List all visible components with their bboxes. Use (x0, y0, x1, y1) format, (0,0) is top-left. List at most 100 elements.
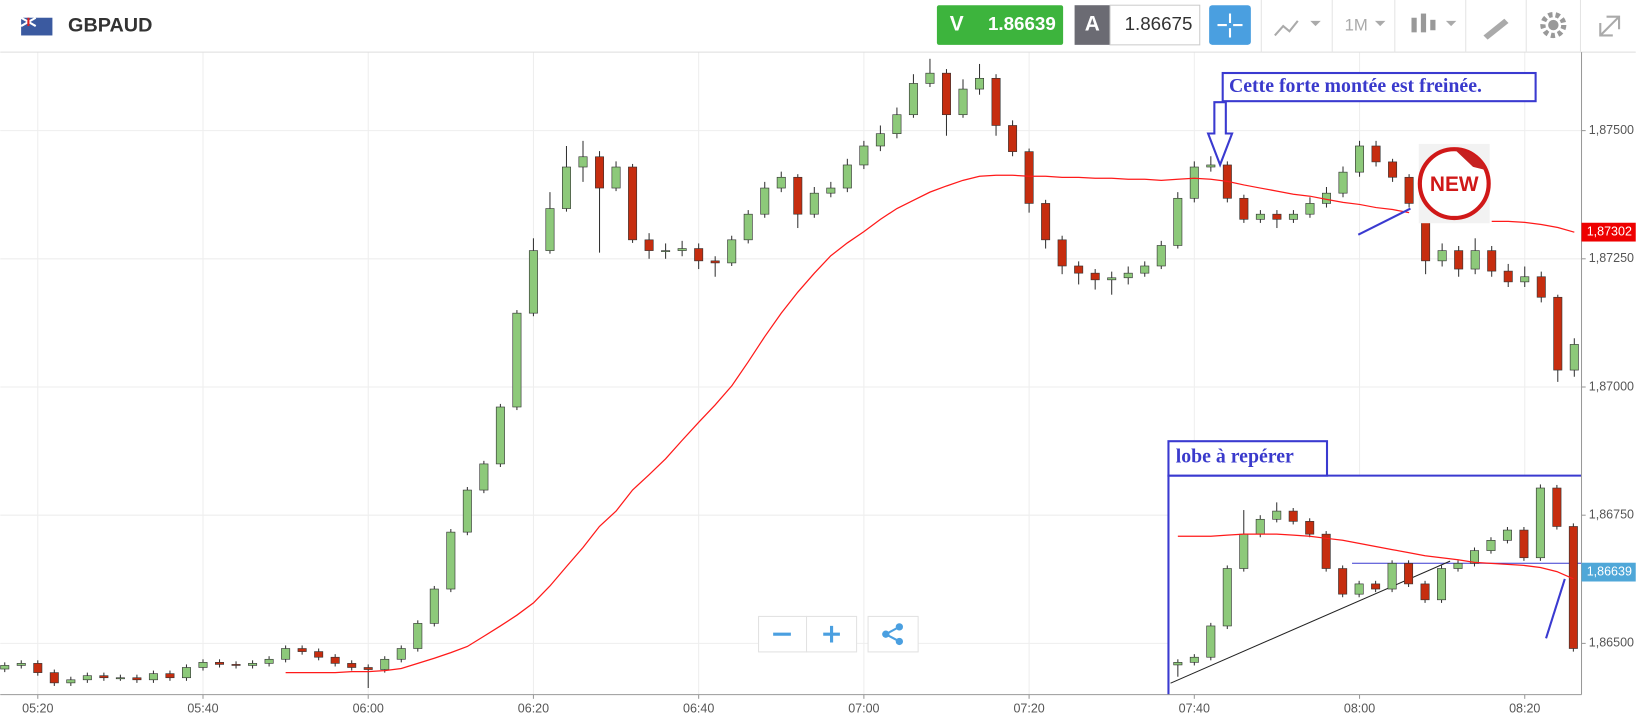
sell-button[interactable] (936, 5, 1064, 45)
candle-body (264, 658, 274, 664)
candle-body (1487, 250, 1497, 272)
dropdown-caret (1310, 20, 1321, 27)
candle-body (495, 406, 505, 465)
candle-body (1222, 568, 1232, 627)
chart-type-icon[interactable] (1274, 20, 1299, 37)
buy-field[interactable] (1109, 4, 1201, 46)
share-button[interactable] (867, 615, 919, 653)
candle-body (1437, 250, 1447, 262)
candle-body (1272, 213, 1282, 220)
candle-body (1553, 296, 1563, 371)
candle-body (1156, 245, 1166, 267)
candle-body (908, 83, 918, 116)
candle-body (578, 156, 588, 168)
candle-body (760, 187, 770, 215)
candle-body (99, 675, 109, 679)
candle-body (1140, 265, 1150, 274)
candle-body (281, 648, 291, 660)
zoom-controls (758, 615, 919, 653)
moving-average (1491, 220, 1575, 233)
current-value-label: 1,86639 (1587, 564, 1632, 578)
x-tick-label: 05:20 (22, 702, 53, 716)
x-tick-label: 07:40 (1179, 702, 1210, 716)
candle-body (1206, 164, 1216, 168)
candle-body (248, 663, 258, 666)
candle-body (1437, 568, 1447, 601)
candle-body (710, 260, 720, 264)
candle-body (1569, 344, 1579, 371)
buy-price: 1.86675 (1125, 13, 1193, 34)
timeframe[interactable]: 1M (1345, 15, 1368, 34)
candle-body (1568, 526, 1578, 649)
y-tick-label: 1,86500 (1589, 636, 1634, 650)
candle-body (396, 648, 406, 660)
separators (1260, 0, 1581, 53)
candle-body (132, 677, 142, 681)
candle-body (1189, 656, 1199, 663)
candle-body (875, 133, 885, 147)
header: GBPAUD V 1.86639 A 1.86675 1M (0, 0, 1636, 53)
candle-body (661, 250, 671, 252)
buy-button[interactable] (1074, 5, 1111, 45)
candle-body (743, 213, 753, 241)
candle-body (1239, 533, 1249, 569)
header-bg (0, 0, 1636, 53)
expand-icon[interactable] (1599, 15, 1621, 37)
candle-body (859, 145, 869, 166)
annotation-arrow (1206, 101, 1234, 168)
candle-body (165, 673, 175, 679)
pointer-line (1357, 207, 1411, 236)
candle-body (1255, 213, 1265, 220)
candle-body (1057, 239, 1067, 267)
candle-body (363, 667, 373, 670)
candle-body (1239, 197, 1249, 220)
candle-body (66, 679, 76, 684)
pointer-line (1545, 578, 1566, 639)
candle-body (1173, 197, 1183, 246)
candle-body (975, 77, 985, 90)
annotation-box (1221, 71, 1537, 103)
candle-body (198, 662, 208, 668)
y-tick-label: 1,87000 (1589, 379, 1634, 393)
buy-label: A (1085, 13, 1100, 36)
candle-body (826, 187, 836, 194)
x-tick-label: 05:40 (187, 702, 218, 716)
plot (0, 58, 1579, 688)
sell-price: 1.86639 (988, 13, 1056, 34)
candles-icon[interactable] (1411, 13, 1436, 33)
draw-icon[interactable] (1483, 18, 1509, 40)
candle-body (479, 463, 489, 491)
badge-peel (1454, 149, 1486, 171)
candle-body (644, 239, 654, 251)
badge-text: NEW (1430, 173, 1479, 196)
candle-body (1503, 270, 1513, 283)
candle-body (1338, 568, 1348, 595)
candle-body (1288, 510, 1298, 522)
candle-body (231, 664, 241, 666)
candle-body (842, 164, 852, 189)
candle-body (1404, 563, 1414, 585)
x-tick-label: 06:40 (683, 702, 714, 716)
last-value-tag (1581, 222, 1636, 242)
candle-body (809, 192, 819, 215)
candle-body (892, 114, 902, 134)
axis: 1,86500 1,86750 1,87000 1,87250 1,87500 05:20… (0, 52, 1636, 716)
candle-body (1024, 151, 1034, 204)
current-value-tag (1581, 562, 1636, 582)
candle-body (181, 667, 191, 679)
sell-label: V (950, 13, 964, 36)
candle-body (1454, 250, 1464, 270)
x-tick-label: 06:00 (353, 702, 384, 716)
candle-body (115, 677, 125, 680)
candle-body (330, 656, 340, 664)
settings-icon[interactable] (1540, 11, 1567, 39)
inset-title: lobe à repérer (1176, 445, 1294, 467)
candle-body (462, 489, 472, 533)
candle-body (148, 673, 158, 681)
candle-body (16, 663, 26, 666)
candle-body (1387, 563, 1397, 590)
crosshair-button[interactable] (1209, 5, 1251, 45)
candle-body (925, 72, 935, 84)
candle-body (941, 72, 951, 116)
